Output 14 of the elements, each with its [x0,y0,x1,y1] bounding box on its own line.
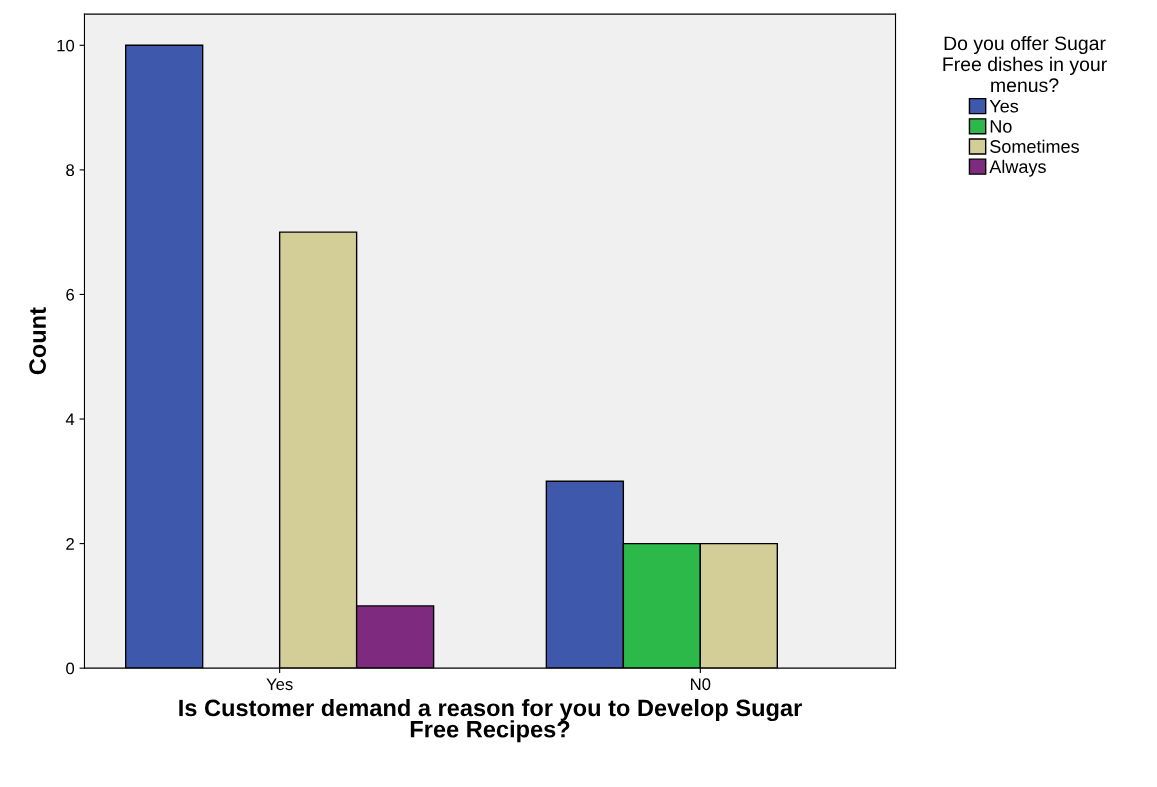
y-tick-label: 0 [66,662,75,675]
y-tick-label: 8 [66,164,75,177]
legend-label: Always [989,159,1046,177]
legend-label: Yes [989,99,1019,113]
y-axis-title: Count [29,307,46,375]
y-tick-label: 10 [57,39,75,52]
legend-label: Sometimes [990,139,1079,153]
y-tick-label: 6 [66,288,75,301]
x-axis-title: Is Customer demand a reason for you to Develop Sugar Free Recipes? [179,698,802,743]
legend-label: No [990,120,1012,133]
x-tick-label: N0 [691,678,711,691]
y-tick-label: 4 [65,413,75,426]
y-tick-label: 2 [66,537,74,550]
legend-title: Do you offer Sugar Free dishes in your menus? [943,35,1107,93]
